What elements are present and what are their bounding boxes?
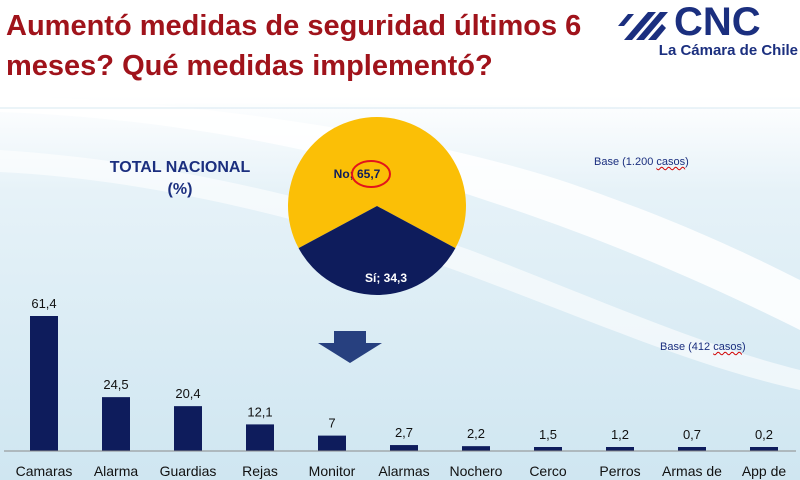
bar-category-label: Nochero [450,463,503,479]
page-title: Aumentó medidas de seguridad últimos 6 m… [6,10,582,82]
base-bars-prefix: Base (412 [660,341,714,353]
pie-label-no: No; 65,7 [334,167,381,181]
down-arrow-icon [318,331,382,363]
bar-value-label: 61,4 [31,296,56,311]
bar-value-label: 0,7 [683,427,701,442]
bar-nochero [462,446,490,451]
bar-alarmas [390,445,418,451]
bar-perros [606,447,634,451]
cnc-logo-icon [618,12,668,40]
bar-guardias [174,406,202,451]
bar-app-de [750,447,778,451]
bar-value-label: 0,2 [755,427,773,442]
base-pie-prefix: Base (1.200 [594,156,657,168]
bar-value-label: 12,1 [247,404,272,419]
bar-category-label: Monitor [309,463,356,479]
pie-label-si: Sí; 34,3 [365,271,407,285]
base-pie-suffix: ) [685,156,689,168]
pie-slice-si [298,206,456,295]
bar-cerco [534,447,562,451]
base-bars-unit: casos [713,341,742,353]
base-bars-note: Base (412 casos) [660,341,746,353]
bar-category-label: Cerco [529,463,567,479]
pie-chart: No; 65,7 Sí; 34,3 [288,117,466,295]
bar-category-label: Perros [599,463,640,479]
bar-armas-de [678,447,706,451]
pie-highlight-circle [351,160,391,188]
bar-category-label: Rejas [242,463,278,479]
bar-monitor [318,435,346,451]
total-nacional-label: TOTAL NACIONAL (%) [80,157,280,201]
bar-category-label: Armas de [662,463,722,479]
logo-subtitle: La Cámara de Chile [658,42,798,59]
bar-value-label: 20,4 [175,386,200,401]
bar-rejas [246,424,274,451]
pie-slice-no [288,117,466,249]
bar-camaras [30,316,58,451]
cnc-logo: CNC La Cámara de Chile [618,0,798,64]
bar-category-label: Alarma [94,463,139,479]
total-label-line1: TOTAL NACIONAL [109,159,251,176]
logo-name: CNC [674,0,761,44]
bar-value-label: 7 [328,416,335,431]
bar-category-label: Alarmas [378,463,429,479]
bar-value-label: 2,2 [467,426,485,441]
bar-category-label: Guardias [160,463,217,479]
bar-value-label: 1,2 [611,427,629,442]
bar-category-label: Camaras [16,463,73,479]
bar-alarma [102,397,130,451]
bar-value-label: 24,5 [103,377,128,392]
total-label-line2: (%) [167,181,193,198]
bar-category-label: App de [742,463,787,479]
base-bars-suffix: ) [741,341,746,353]
base-pie-unit: casos [656,156,686,168]
bar-value-label: 1,5 [539,427,557,442]
base-pie-note: Base (1.200 casos) [594,156,689,168]
bar-value-label: 2,7 [395,425,413,440]
